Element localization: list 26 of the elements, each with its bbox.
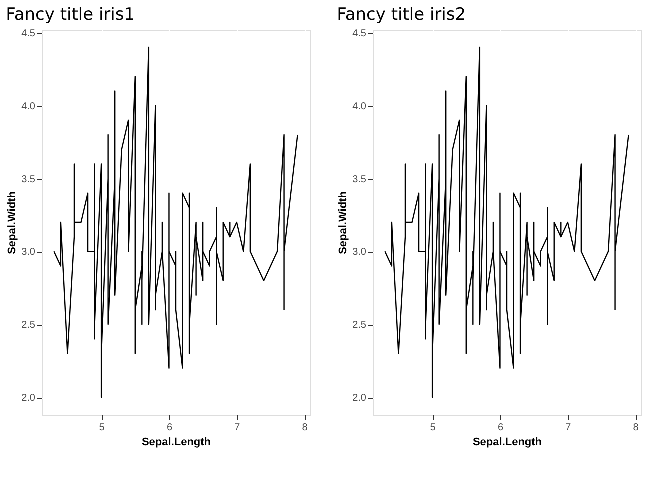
y-tick-label: 3.5 bbox=[352, 174, 367, 186]
x-tick-label: 5 bbox=[430, 422, 436, 434]
y-tick-label: 2.0 bbox=[22, 393, 36, 404]
x-tick-label: 7 bbox=[566, 422, 572, 434]
y-tick-label: 3.0 bbox=[22, 247, 36, 258]
x-tick-label: 6 bbox=[498, 422, 504, 434]
y-tick-label: 4.5 bbox=[22, 28, 36, 40]
y-tick-label: 2.5 bbox=[22, 320, 36, 332]
y-axis-title: Sepal.Width bbox=[6, 191, 19, 254]
x-axis-title: Sepal.Length bbox=[142, 436, 212, 448]
x-tick-label: 8 bbox=[633, 422, 640, 434]
y-tick-label: 3.5 bbox=[22, 174, 36, 186]
y-tick-label: 4.5 bbox=[352, 28, 367, 40]
chart-title: Fancy title iris1 bbox=[6, 4, 136, 25]
x-tick-label: 7 bbox=[234, 422, 241, 434]
y-tick-label: 4.0 bbox=[352, 101, 367, 112]
x-tick-label: 6 bbox=[166, 422, 173, 434]
x-axis-title: Sepal.Length bbox=[472, 436, 542, 448]
y-tick-label: 3.0 bbox=[352, 247, 367, 258]
y-tick-label: 4.0 bbox=[22, 101, 36, 112]
chart-title: Fancy title iris2 bbox=[337, 4, 466, 25]
y-axis-title: Sepal.Width bbox=[338, 191, 350, 254]
y-tick-label: 2.0 bbox=[352, 393, 367, 404]
y-tick-label: 2.5 bbox=[352, 320, 367, 332]
x-tick-label: 8 bbox=[302, 422, 308, 434]
x-tick-label: 5 bbox=[99, 422, 106, 434]
